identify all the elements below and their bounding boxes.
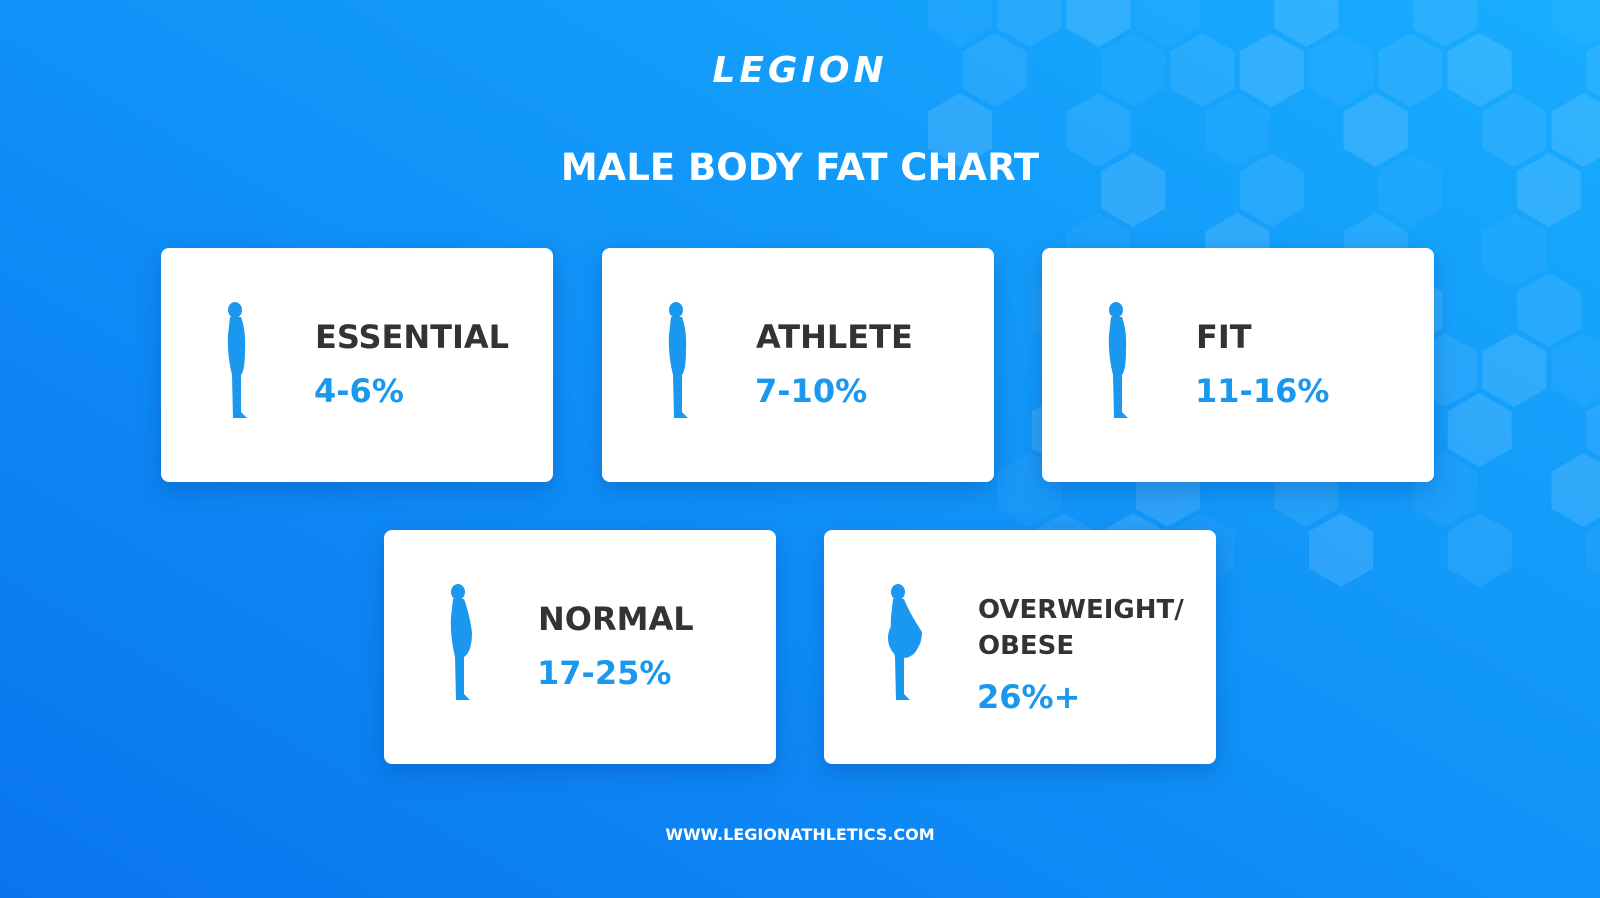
- hexagon: [1551, 0, 1600, 47]
- title: MALE BODY FAT CHART: [560, 146, 1040, 189]
- card: OVERWEIGHT/ OBESE 26%+: [824, 530, 1216, 764]
- card-range: 17-25%: [537, 654, 672, 692]
- card: FIT 11-16%: [1042, 248, 1434, 482]
- hexagon: [962, 33, 1027, 107]
- hexagon: [1101, 153, 1166, 227]
- hexagon: [1516, 153, 1581, 227]
- hexagon: [1101, 33, 1166, 107]
- footer-url: WWW.LEGIONATHLETICS.COM: [665, 825, 935, 844]
- hexagon: [1482, 213, 1547, 287]
- hexagon: [1447, 33, 1512, 107]
- card-label: NORMAL: [538, 600, 694, 638]
- hexagon: [997, 0, 1062, 47]
- card-label: ATHLETE: [756, 318, 913, 356]
- hexagon: [1586, 43, 1600, 97]
- card: NORMAL 17-25%: [384, 530, 776, 764]
- hexagon: [1551, 453, 1600, 527]
- hexagon: [1066, 0, 1131, 47]
- hexagon: [1205, 93, 1270, 167]
- hexagon: [1586, 403, 1600, 457]
- hexagon: [1135, 0, 1200, 47]
- hexagon: [1343, 93, 1408, 167]
- hexagon: [1516, 273, 1581, 347]
- hexagon: [1239, 153, 1304, 227]
- card-range: 26%+: [977, 678, 1081, 716]
- silhouette: [1108, 302, 1128, 418]
- card-label: OVERWEIGHT/ OBESE: [978, 595, 1184, 661]
- hexagon: [1412, 0, 1477, 47]
- hexagon: [1447, 513, 1512, 587]
- silhouette: [888, 584, 922, 700]
- card-range: 4-6%: [314, 372, 404, 410]
- card-range: 7-10%: [755, 372, 868, 410]
- hexagon: [1551, 93, 1600, 167]
- card-label: ESSENTIAL: [315, 318, 510, 356]
- silhouette: [450, 584, 472, 700]
- hexagon: [1378, 33, 1443, 107]
- hexagon: [928, 93, 992, 167]
- hexagon: [1274, 0, 1339, 47]
- card: ESSENTIAL 4-6%: [161, 248, 553, 482]
- hexagon: [1482, 333, 1547, 407]
- card-range: 11-16%: [1195, 372, 1330, 410]
- hexagon: [1482, 93, 1547, 167]
- logo: LEGION: [712, 50, 888, 91]
- hexagon: [1239, 33, 1304, 107]
- hexagon: [1066, 93, 1131, 167]
- card: ATHLETE 7-10%: [602, 248, 994, 482]
- hexagon: [1586, 523, 1600, 577]
- hexagon: [1309, 513, 1374, 587]
- hexagon: [928, 0, 992, 47]
- hexagon: [1551, 333, 1600, 407]
- hexagon: [1447, 393, 1512, 467]
- hexagon: [1170, 33, 1235, 107]
- card-label: FIT: [1196, 318, 1252, 356]
- silhouette: [668, 302, 688, 418]
- hexagon: [1309, 33, 1374, 107]
- silhouette: [227, 302, 247, 418]
- hexagon: [1378, 153, 1443, 227]
